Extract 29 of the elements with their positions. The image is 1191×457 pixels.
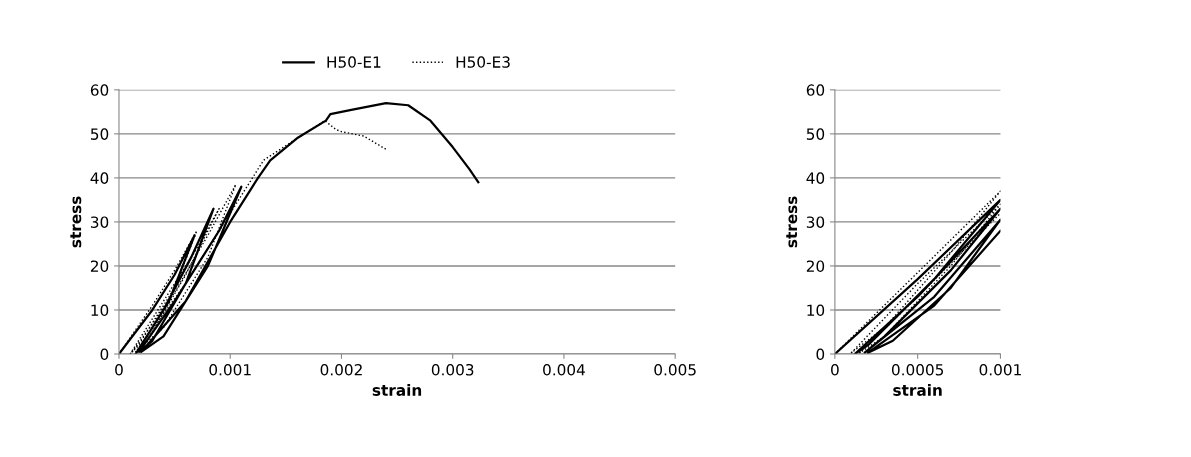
x-tick-label: 0.0005 [891, 363, 944, 376]
y-tick-label: 50 [91, 128, 109, 140]
y-tick-label: 30 [90, 216, 109, 228]
y-tick-label: 60 [90, 84, 109, 96]
y-tick-label: 30 [806, 216, 825, 228]
x-tick-label: 0.001 [979, 363, 1021, 376]
x-tick-label: 0.001 [209, 363, 251, 376]
y-axis-title: stress [786, 196, 798, 248]
x-axis-title: strain [893, 384, 942, 396]
y-tick-label: 50 [806, 128, 825, 140]
x-tick-label: 0 [115, 363, 123, 376]
x-tick-label: 0.002 [320, 363, 362, 376]
y-axis-title: stress [70, 196, 82, 248]
y-tick-label: 10 [91, 304, 109, 316]
y-tick-label: 20 [806, 260, 825, 272]
x-tick-label: 0.004 [543, 363, 585, 376]
x-tick-label: 0.003 [431, 363, 474, 376]
x-tick-label: 0.005 [654, 363, 696, 376]
y-tick-label: 40 [806, 172, 825, 184]
y-tick-label: 10 [807, 304, 825, 316]
y-tick-label: 40 [90, 172, 109, 184]
y-tick-label: 0 [100, 348, 109, 361]
y-tick-label: 0 [816, 348, 825, 361]
x-tick-label: 0 [831, 363, 839, 376]
legend-label: H50-E1 [327, 56, 381, 68]
x-axis-title: strain [372, 384, 422, 396]
y-tick-label: 20 [90, 260, 109, 272]
legend-label: H50-E3 [456, 56, 510, 68]
y-tick-label: 60 [806, 84, 825, 96]
